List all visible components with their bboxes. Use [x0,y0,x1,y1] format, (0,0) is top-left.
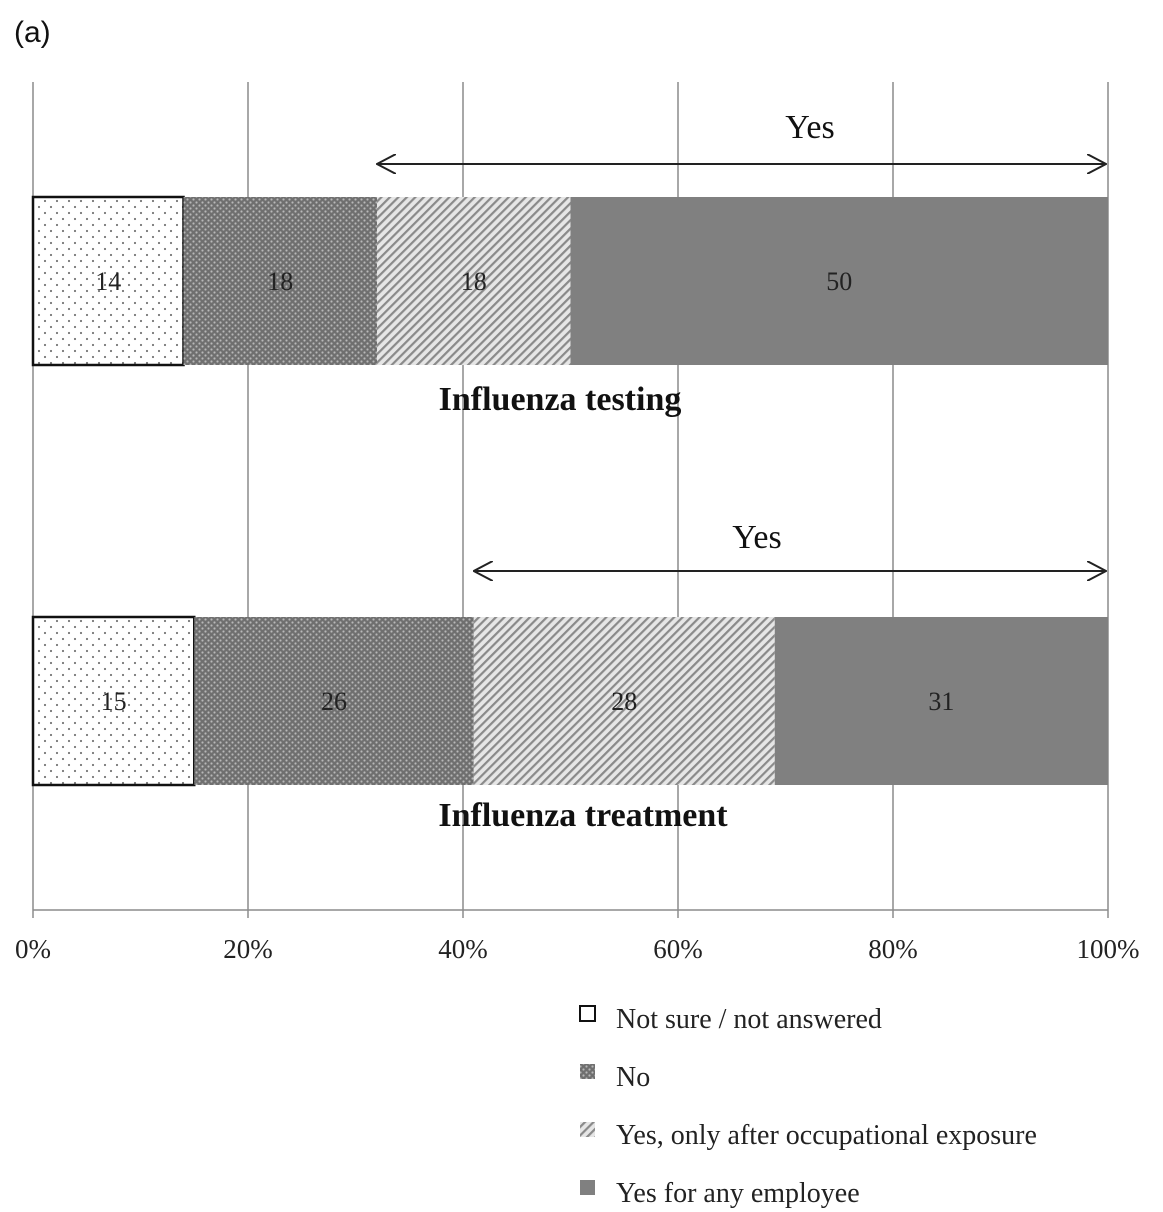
yes-annotation-label: Yes [732,519,781,556]
bar-value-label: 18 [461,267,487,296]
bar-segment [377,197,571,365]
bar-value-label: 28 [611,687,637,716]
x-tick-label: 40% [438,934,488,964]
bar-segment [774,617,1108,785]
bar-segment [194,617,474,785]
panel-label: (a) [14,16,51,49]
bar-segment [473,617,775,785]
bar-segment [570,197,1108,365]
bars: 14 18 18 50 Influenza testing 15 26 28 31 Influen… [31,195,1108,834]
bar-segment [183,197,377,365]
legend-label: Yes, only after occupational exposure [616,1120,1037,1151]
x-tick-label: 20% [223,934,273,964]
x-tick-label: 0% [15,934,51,964]
x-tick-label: 80% [868,934,918,964]
x-tick-label: 60% [653,934,703,964]
bar-value-label: 15 [101,687,127,716]
legend-label: No [616,1062,650,1093]
bar-value-label: 31 [928,687,954,716]
x-axis: 0% 20% 40% 60% 80% 100% [15,909,1140,964]
bar-value-label: 18 [267,267,293,296]
yes-annotation-label: Yes [785,109,834,146]
x-tick-label: 100% [1077,934,1140,964]
bar-value-label: 26 [321,687,347,716]
legend-label: Yes for any employee [616,1178,860,1209]
bar-segment [31,615,196,787]
bar-value-label: 50 [826,267,852,296]
legend-swatch [580,1064,595,1079]
category-label: Influenza testing [439,381,682,418]
legend-swatch [579,1005,596,1022]
bar-segment [31,195,185,367]
legend: Not sure / not answered No Yes, only after… [579,1004,1037,1209]
category-label: Influenza treatment [438,797,728,834]
legend-swatch [580,1122,595,1137]
legend-label: Not sure / not answered [616,1004,882,1035]
annotations: Yes Yes [377,109,1106,571]
bar-value-label: 14 [95,267,121,296]
legend-swatch [580,1180,595,1195]
